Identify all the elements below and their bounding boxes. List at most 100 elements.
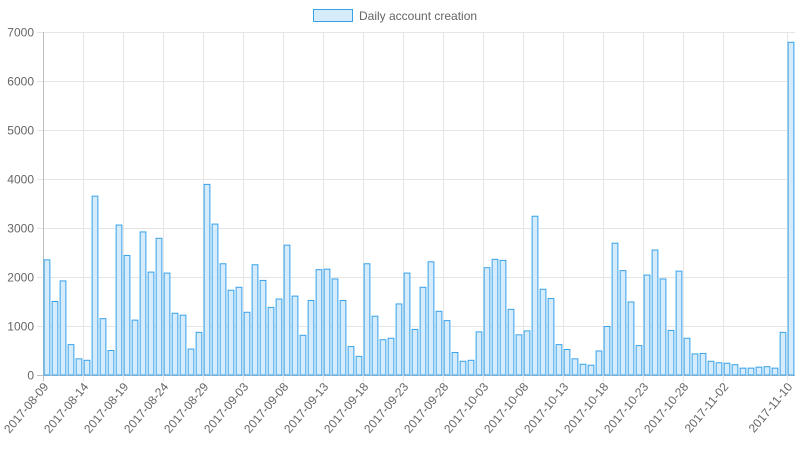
bar[interactable] bbox=[131, 319, 139, 376]
bar[interactable] bbox=[187, 348, 195, 376]
bar[interactable] bbox=[283, 244, 291, 376]
bar[interactable] bbox=[435, 310, 443, 376]
bar[interactable] bbox=[491, 258, 499, 376]
bar[interactable] bbox=[747, 367, 755, 376]
x-tick-label: 2017-11-10 bbox=[746, 380, 796, 436]
bar[interactable] bbox=[699, 352, 707, 376]
bar[interactable] bbox=[51, 301, 59, 376]
bar[interactable] bbox=[459, 360, 467, 376]
y-tick-label: 3000 bbox=[7, 222, 34, 236]
bar[interactable] bbox=[83, 359, 91, 376]
bar[interactable] bbox=[59, 280, 67, 376]
bar[interactable] bbox=[99, 318, 107, 376]
bar[interactable] bbox=[243, 311, 251, 376]
legend[interactable]: Daily account creation bbox=[313, 9, 478, 23]
bar[interactable] bbox=[419, 286, 427, 376]
bar[interactable] bbox=[43, 259, 51, 376]
bar[interactable] bbox=[675, 270, 683, 376]
bar[interactable] bbox=[755, 366, 763, 376]
bar[interactable] bbox=[259, 279, 267, 376]
bar[interactable] bbox=[155, 237, 163, 376]
bar[interactable] bbox=[363, 263, 371, 376]
bar[interactable] bbox=[67, 344, 75, 376]
bar[interactable] bbox=[691, 353, 699, 376]
bar[interactable] bbox=[371, 315, 379, 376]
bar[interactable] bbox=[427, 261, 435, 376]
y-tick-label: 2000 bbox=[7, 271, 34, 285]
bar[interactable] bbox=[179, 314, 187, 376]
bar[interactable] bbox=[779, 331, 787, 376]
bar[interactable] bbox=[227, 289, 235, 376]
bar[interactable] bbox=[451, 351, 459, 376]
bar[interactable] bbox=[507, 308, 515, 376]
bar[interactable] bbox=[403, 272, 411, 376]
bar[interactable] bbox=[483, 267, 491, 376]
bar[interactable] bbox=[123, 254, 131, 376]
bar[interactable] bbox=[379, 339, 387, 376]
bar[interactable] bbox=[707, 360, 715, 376]
bar[interactable] bbox=[267, 306, 275, 376]
bar[interactable] bbox=[595, 350, 603, 376]
bar[interactable] bbox=[539, 288, 547, 376]
bar[interactable] bbox=[339, 300, 347, 376]
bar[interactable] bbox=[195, 331, 203, 376]
bar[interactable] bbox=[299, 334, 307, 376]
bar[interactable] bbox=[731, 364, 739, 376]
bar[interactable] bbox=[411, 328, 419, 376]
bar[interactable] bbox=[251, 264, 259, 376]
bar[interactable] bbox=[91, 195, 99, 376]
bar[interactable] bbox=[499, 259, 507, 376]
bar[interactable] bbox=[531, 215, 539, 376]
bar[interactable] bbox=[171, 312, 179, 376]
bar[interactable] bbox=[771, 367, 779, 376]
bar[interactable] bbox=[563, 349, 571, 376]
bar[interactable] bbox=[235, 286, 243, 376]
bar[interactable] bbox=[515, 334, 523, 376]
bar[interactable] bbox=[211, 223, 219, 376]
bar[interactable] bbox=[355, 355, 363, 376]
bar[interactable] bbox=[387, 337, 395, 376]
bar[interactable] bbox=[395, 303, 403, 376]
bar[interactable] bbox=[739, 367, 747, 376]
bar[interactable] bbox=[659, 278, 667, 376]
bar[interactable] bbox=[147, 271, 155, 376]
bar[interactable] bbox=[107, 350, 115, 376]
bar[interactable] bbox=[715, 362, 723, 376]
bar[interactable] bbox=[443, 320, 451, 376]
bar[interactable] bbox=[667, 329, 675, 376]
bar[interactable] bbox=[547, 298, 555, 376]
bar[interactable] bbox=[203, 183, 211, 376]
bar[interactable] bbox=[555, 344, 563, 376]
bar[interactable] bbox=[763, 366, 771, 376]
bar[interactable] bbox=[723, 362, 731, 376]
bar[interactable] bbox=[347, 346, 355, 376]
bar[interactable] bbox=[651, 249, 659, 376]
bar[interactable] bbox=[323, 268, 331, 376]
bar[interactable] bbox=[115, 224, 123, 376]
bar[interactable] bbox=[219, 263, 227, 376]
bar[interactable] bbox=[579, 363, 587, 376]
y-tick-label: 7000 bbox=[7, 26, 34, 40]
bar[interactable] bbox=[163, 272, 171, 376]
bar[interactable] bbox=[467, 359, 475, 376]
bar[interactable] bbox=[787, 41, 795, 376]
bar[interactable] bbox=[683, 337, 691, 376]
bar[interactable] bbox=[603, 325, 611, 376]
bar[interactable] bbox=[627, 301, 635, 376]
legend-label: Daily account creation bbox=[359, 9, 477, 23]
bar[interactable] bbox=[475, 331, 483, 376]
bar[interactable] bbox=[571, 358, 579, 376]
bar[interactable] bbox=[291, 295, 299, 376]
bar[interactable] bbox=[75, 358, 83, 376]
bar[interactable] bbox=[275, 298, 283, 376]
bar[interactable] bbox=[619, 270, 627, 376]
bar[interactable] bbox=[643, 274, 651, 376]
bar[interactable] bbox=[307, 300, 315, 376]
bar[interactable] bbox=[523, 330, 531, 376]
bar[interactable] bbox=[587, 364, 595, 376]
bar[interactable] bbox=[611, 242, 619, 376]
bar[interactable] bbox=[315, 269, 323, 376]
bar[interactable] bbox=[635, 345, 643, 376]
bar[interactable] bbox=[331, 278, 339, 376]
bar[interactable] bbox=[139, 231, 147, 376]
